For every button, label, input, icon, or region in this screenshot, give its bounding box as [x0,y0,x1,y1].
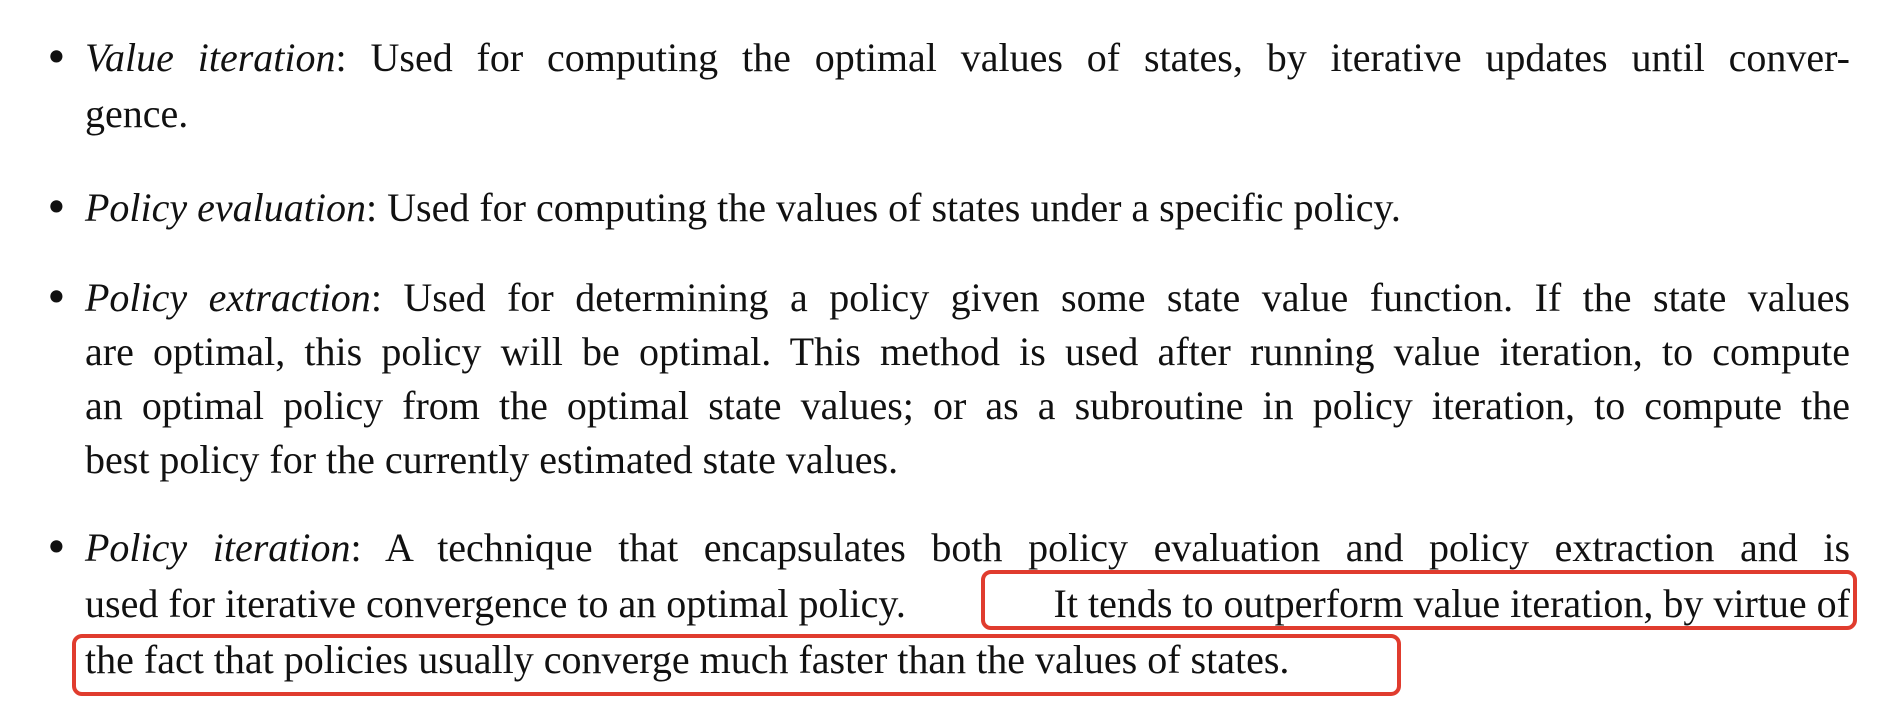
item-text: Used for computing the values of states … [387,185,1401,230]
item-line: best policy for the currently estimated … [85,432,1850,488]
term-label: Value iteration [85,35,336,80]
highlighted-text: the fact that policies usually converge … [85,637,1290,682]
item-line: Policy extraction: Used for determining … [85,275,1850,320]
item-text: Used for computing the optimal values of… [370,35,1851,80]
item-line: Policy iteration: A technique that encap… [85,525,1851,570]
item-line: are optimal, this policy will be optimal… [85,324,1850,380]
highlighted-text: It tends to outperform value iteration, … [1053,581,1850,626]
item-line: Value iteration: Used for computing the … [85,35,1851,80]
item-text: Used for determining a policy given some… [403,275,1850,320]
bullet-icon: • [44,183,69,232]
item-text: used for iterative convergence to an opt… [85,581,906,626]
item-line: Policy evaluation: Used for computing th… [85,185,1401,230]
item-text: an optimal policy from the optimal state… [85,383,1850,428]
bullet-icon: • [44,33,69,82]
item-line: an optimal policy from the optimal state… [85,378,1850,434]
item-line: the fact that policies usually converge … [85,632,1850,688]
item-line: gence. [85,86,1850,142]
item-line: used for iterative convergence to an opt… [85,576,1850,632]
item-text: best policy for the currently estimated … [85,437,899,482]
highlight-box-lower [72,634,1401,696]
item-text: A technique that encapsulates both polic… [384,525,1851,570]
item-text: gence. [85,91,189,136]
item-text: are optimal, this policy will be optimal… [85,329,1850,374]
highlight-box-upper [981,570,1857,630]
term-label: Policy extraction [85,275,371,320]
bullet-icon: • [44,273,69,322]
term-label: Policy evaluation [85,185,367,230]
term-label: Policy iteration [85,525,351,570]
bullet-icon: • [44,523,69,572]
